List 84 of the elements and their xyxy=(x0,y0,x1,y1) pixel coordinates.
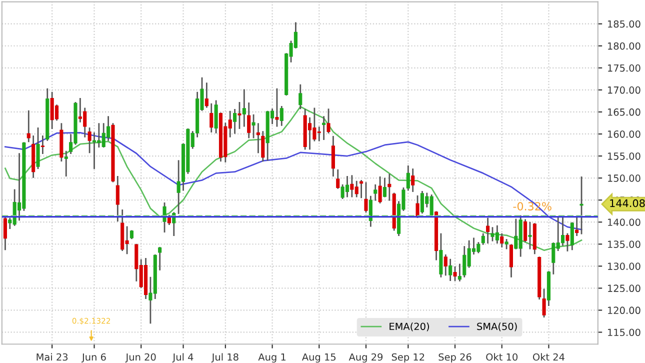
candlestick xyxy=(242,89,246,127)
candlestick xyxy=(580,176,584,234)
candlestick xyxy=(26,110,30,142)
candlestick xyxy=(444,254,448,276)
x-tick-label: Jul 18 xyxy=(211,353,238,362)
candlestick xyxy=(261,131,265,162)
x-tick-label: Jul 4 xyxy=(172,353,194,362)
candlestick xyxy=(238,102,242,129)
candlestick xyxy=(275,88,279,127)
candlestick xyxy=(388,174,392,201)
y-tick-label: 165.00 xyxy=(608,108,640,116)
candlestick xyxy=(214,100,218,134)
candlestick xyxy=(481,233,485,245)
candlestick xyxy=(382,178,387,198)
candlestick xyxy=(448,258,452,281)
candlestick xyxy=(256,123,260,154)
y-tick-label: 185.00 xyxy=(608,20,640,28)
y-tick-label: 180.00 xyxy=(608,42,640,50)
x-tick-label: Mai 23 xyxy=(36,353,68,361)
x-tick-label: Aug 15 xyxy=(302,353,336,363)
candlestick xyxy=(378,176,382,204)
y-tick-label: 130.00 xyxy=(608,262,640,270)
candlestick xyxy=(88,128,92,154)
x-tick-label: Aug 1 xyxy=(258,353,286,363)
candlestick xyxy=(575,216,579,236)
candlestick xyxy=(411,168,415,192)
line-series xyxy=(4,132,582,230)
candlestick xyxy=(331,136,335,177)
candlestick xyxy=(453,266,457,281)
candlestick xyxy=(298,84,302,110)
y-tick-label: 120.00 xyxy=(608,306,640,314)
candlestick xyxy=(162,202,166,232)
candlestick xyxy=(566,233,570,252)
x-tick-label: Okt 24 xyxy=(532,353,564,361)
y-tick-label: 175.00 xyxy=(608,64,640,72)
candlestick xyxy=(204,82,208,108)
candlestick xyxy=(364,182,368,213)
x-tick-label: Okt 10 xyxy=(486,353,518,361)
y-tick-label: 170.00 xyxy=(608,86,640,94)
candlestick xyxy=(252,114,256,138)
candlestick xyxy=(233,109,237,134)
candlestick xyxy=(322,116,326,140)
y-tick-label: 125.00 xyxy=(608,284,640,292)
candlestick xyxy=(406,165,410,191)
candlestick xyxy=(509,244,514,278)
candlestick xyxy=(560,216,565,246)
candlestick xyxy=(247,102,251,138)
candlestick xyxy=(570,222,574,250)
candlestick xyxy=(326,108,330,134)
candlestick xyxy=(439,233,443,278)
candlestick xyxy=(524,219,528,242)
legend-label: SMA(50) xyxy=(477,322,517,332)
y-tick-label: 135.00 xyxy=(608,240,640,248)
x-tick-label: Jun 6 xyxy=(82,353,106,362)
text: 144.08 xyxy=(610,199,645,208)
candlestick xyxy=(158,246,162,270)
candlestick xyxy=(36,128,40,170)
candlestick xyxy=(336,169,340,189)
y-tick-label: 140.00 xyxy=(608,218,640,226)
x-tick-label: Sep 26 xyxy=(438,353,472,363)
candlestick xyxy=(368,196,372,227)
candlestick xyxy=(416,195,420,218)
candlestick xyxy=(458,264,462,282)
candlestick xyxy=(374,184,378,201)
candlestick xyxy=(528,222,532,250)
x-tick-label: Jun 20 xyxy=(125,353,156,362)
candlestick xyxy=(40,135,44,154)
candlestick xyxy=(64,150,68,177)
legend-label: EMA(20) xyxy=(390,322,429,332)
x-tick-label: Aug 29 xyxy=(348,353,383,363)
y-tick-label: 160.00 xyxy=(608,130,640,138)
candlestick xyxy=(500,233,504,248)
line-series xyxy=(4,106,582,251)
y-tick-label: 115.00 xyxy=(608,328,640,336)
candlestick xyxy=(486,218,490,244)
candlestick xyxy=(3,216,7,250)
candlestick xyxy=(360,180,364,198)
y-tick-label: 150.00 xyxy=(608,174,640,182)
candlestick xyxy=(280,106,284,126)
candlestick xyxy=(116,176,120,222)
candlestick xyxy=(210,103,214,132)
candlestick xyxy=(542,288,546,318)
x-tick-label: Sep 12 xyxy=(392,353,424,363)
y-tick-label: 155.00 xyxy=(608,152,640,160)
